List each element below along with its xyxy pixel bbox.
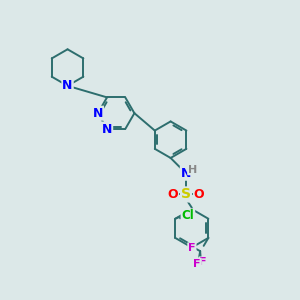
- Text: N: N: [181, 167, 191, 180]
- Text: H: H: [188, 165, 197, 175]
- Text: O: O: [194, 188, 205, 201]
- Text: N: N: [62, 79, 73, 92]
- Text: Cl: Cl: [182, 209, 194, 222]
- Text: F: F: [199, 257, 207, 267]
- Text: F: F: [188, 243, 196, 253]
- Text: F: F: [194, 259, 201, 269]
- Text: O: O: [167, 188, 178, 201]
- Text: N: N: [102, 122, 112, 136]
- Text: N: N: [93, 107, 103, 120]
- Text: S: S: [181, 188, 191, 202]
